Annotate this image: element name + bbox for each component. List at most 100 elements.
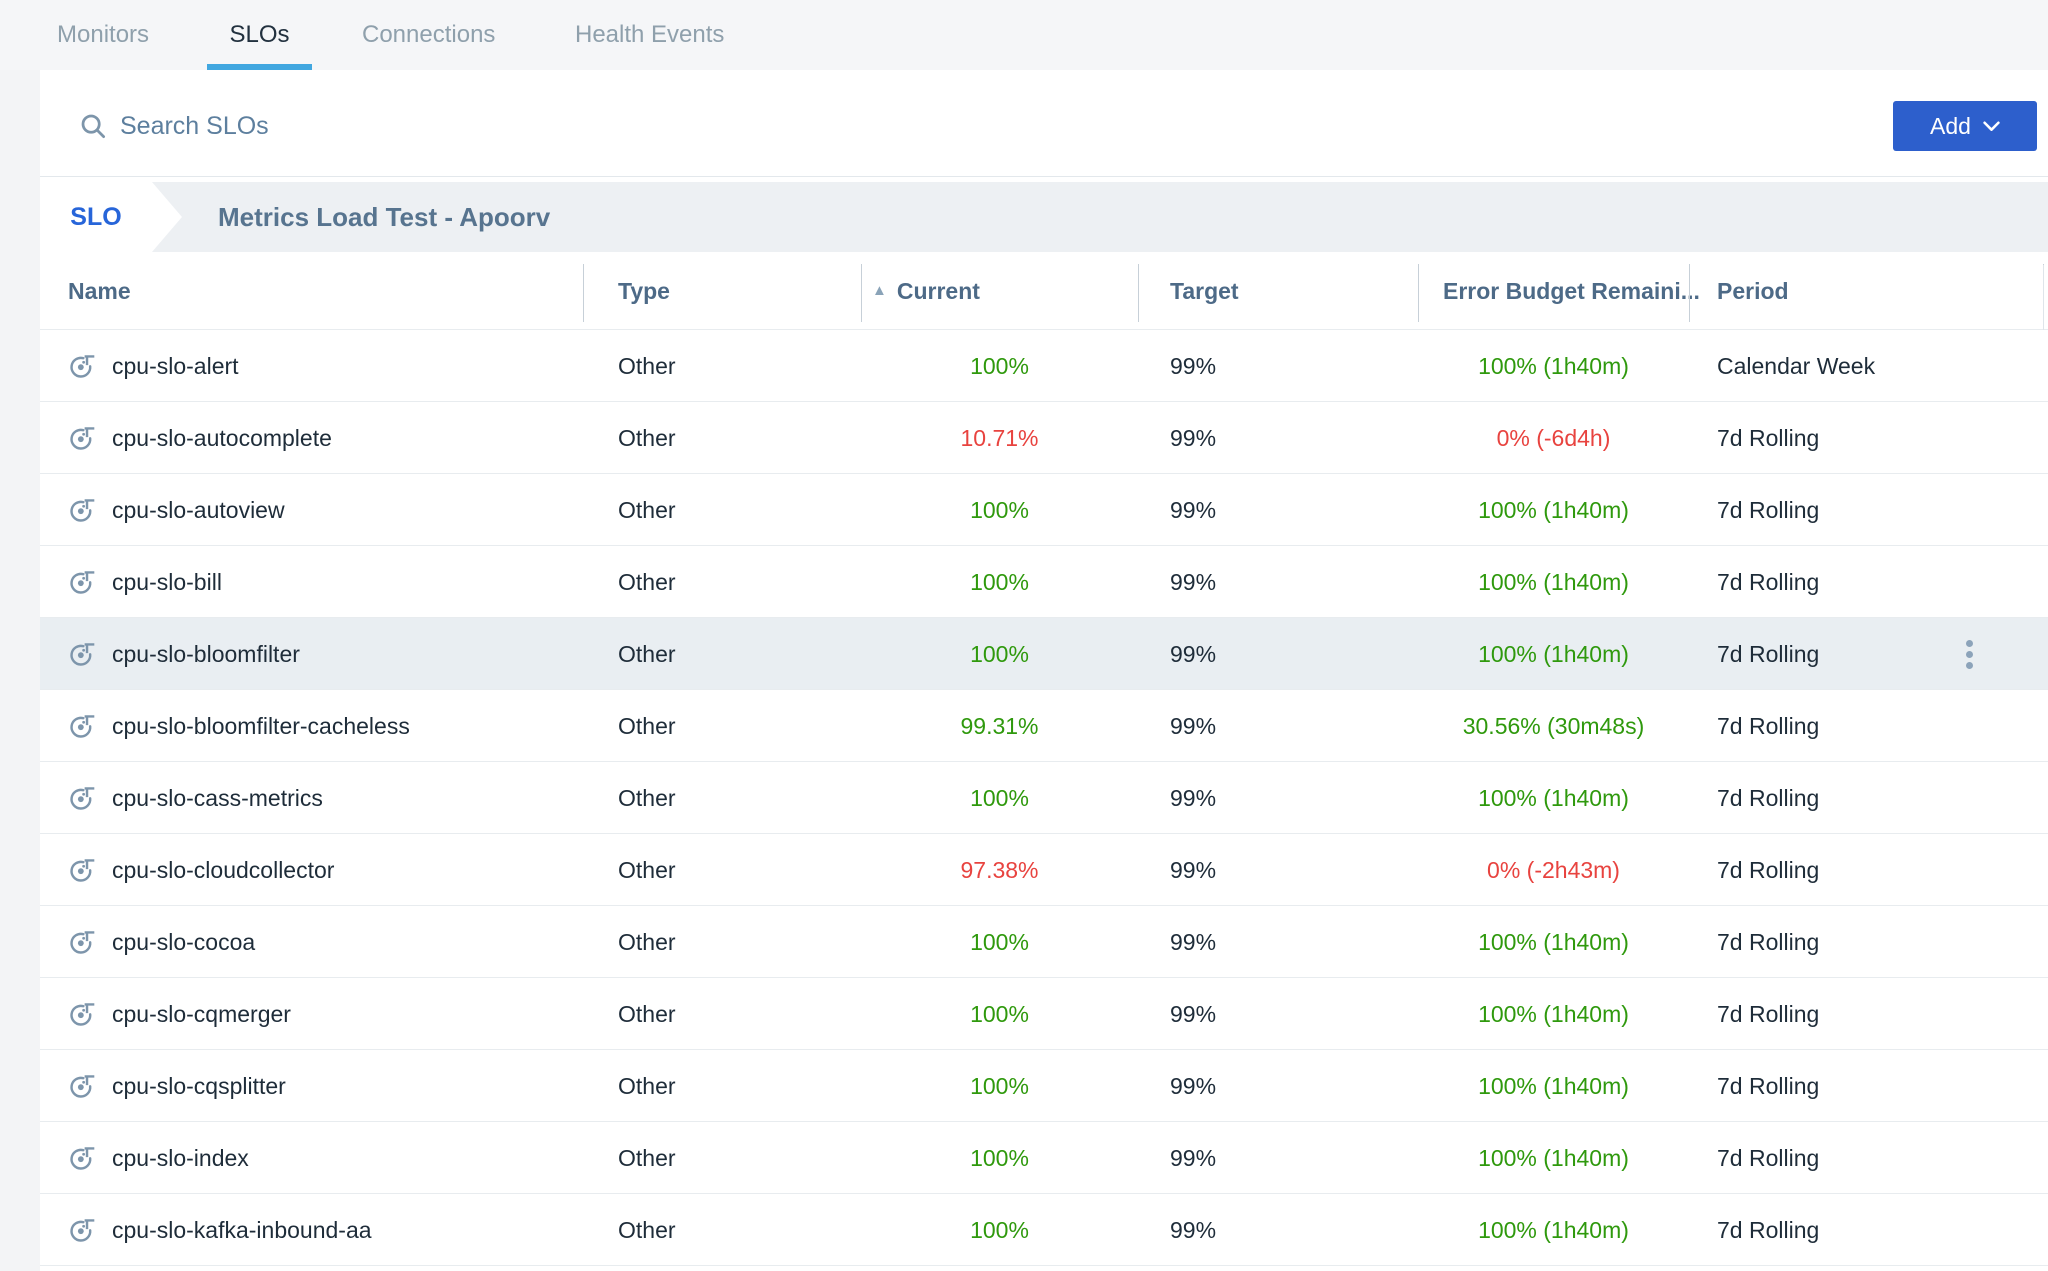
slo-name[interactable]: cpu-slo-cqsplitter [112, 1072, 286, 1099]
slo-current-cell: 97.38% [960, 856, 1039, 883]
column-header-current-label: Current [896, 277, 980, 304]
slo-period-cell: Calendar Week [1717, 352, 1876, 379]
slo-name[interactable]: cpu-slo-cqmerger [112, 1000, 291, 1027]
slo-target-cell: 99% [1170, 568, 1217, 595]
slo-name-cell: cpu-slo-alert [68, 330, 239, 402]
slo-name[interactable]: cpu-slo-alert [112, 352, 239, 379]
slo-period-cell: 7d Rolling [1717, 1000, 1820, 1027]
slo-type-cell: Other [618, 640, 676, 667]
breadcrumb: SLO Metrics Load Test - Apoorv [40, 182, 2048, 252]
slo-period-cell: 7d Rolling [1717, 1144, 1820, 1171]
slo-name[interactable]: cpu-slo-index [112, 1144, 249, 1171]
slo-error-budget-cell: 100% (1h40m) [1478, 1144, 1629, 1171]
add-button-label: Add [1930, 112, 1971, 139]
table-row[interactable]: cpu-slo-cloudcollector Other 97.38% 99% 0% (… [40, 834, 2048, 906]
slo-gauge-icon [68, 496, 96, 524]
table-row[interactable]: cpu-slo-bloomfilter Other 100% 99% 100% (1h4… [40, 618, 2048, 690]
slo-gauge-icon [68, 784, 96, 812]
row-kebab-menu-icon[interactable] [1958, 618, 1980, 690]
header-divider [1418, 264, 1419, 322]
content-area: Add SLO Metrics Load Test - Apoorv Name … [40, 70, 2048, 1271]
table-row[interactable]: cpu-slo-autocomplete Other 10.71% 99% 0% (-6… [40, 402, 2048, 474]
slo-name[interactable]: cpu-slo-bloomfilter [112, 640, 300, 667]
slo-name-cell: cpu-slo-kafka-inbound-aa [68, 1194, 372, 1266]
slo-type-cell: Other [618, 424, 676, 451]
tab-health-events[interactable]: Health Events [575, 21, 725, 48]
slo-target-cell: 99% [1170, 352, 1217, 379]
slo-current-cell: 100% [970, 1072, 1029, 1099]
slo-gauge-icon [68, 856, 96, 884]
slo-type-cell: Other [618, 1216, 676, 1243]
slo-type-cell: Other [618, 352, 676, 379]
search-input[interactable] [120, 108, 1620, 144]
table-row[interactable]: cpu-slo-autoview Other 100% 99% 100% (1h40m)… [40, 474, 2048, 546]
slo-name-cell: cpu-slo-cocoa [68, 906, 255, 978]
slo-name[interactable]: cpu-slo-bloomfilter-cacheless [112, 712, 410, 739]
table-row[interactable]: cpu-slo-alert Other 100% 99% 100% (1h40m) Cal… [40, 330, 2048, 402]
slo-type-cell: Other [618, 784, 676, 811]
column-header-name[interactable]: Name [68, 277, 131, 304]
slo-error-budget-cell: 100% (1h40m) [1478, 1000, 1629, 1027]
column-header-period[interactable]: Period [1717, 277, 1789, 304]
slo-period-cell: 7d Rolling [1717, 928, 1820, 955]
slo-name[interactable]: cpu-slo-autocomplete [112, 424, 332, 451]
table-row[interactable]: cpu-slo-index Other 100% 99% 100% (1h40m) 7d … [40, 1122, 2048, 1194]
slo-name-cell: cpu-slo-cqsplitter [68, 1050, 286, 1122]
search-icon [78, 111, 108, 141]
slo-current-cell: 100% [970, 1216, 1029, 1243]
header-divider [583, 264, 584, 322]
slo-period-cell: 7d Rolling [1717, 640, 1820, 667]
active-tab-underline [207, 64, 312, 70]
tab-slos[interactable]: SLOs [229, 21, 290, 48]
add-button[interactable]: Add [1893, 101, 2037, 151]
header-divider [861, 264, 862, 322]
slo-current-cell: 100% [970, 496, 1029, 523]
slo-gauge-icon [68, 1000, 96, 1028]
slo-gauge-icon [68, 1144, 96, 1172]
slo-name[interactable]: cpu-slo-cass-metrics [112, 784, 323, 811]
column-header-target[interactable]: Target [1170, 277, 1239, 304]
slo-error-budget-cell: 100% (1h40m) [1478, 568, 1629, 595]
slo-name[interactable]: cpu-slo-cocoa [112, 928, 256, 955]
slo-period-cell: 7d Rolling [1717, 496, 1820, 523]
slo-type-cell: Other [618, 568, 676, 595]
table-row[interactable]: cpu-slo-cass-metrics Other 100% 99% 100% (1h… [40, 762, 2048, 834]
slo-gauge-icon [68, 424, 96, 452]
column-header-current[interactable]: ▲ Current [872, 252, 980, 330]
table-row[interactable]: cpu-slo-cocoa Other 100% 99% 100% (1h40m) 7d … [40, 906, 2048, 978]
slo-current-cell: 100% [970, 928, 1029, 955]
slo-gauge-icon [68, 928, 96, 956]
slo-current-cell: 100% [970, 352, 1029, 379]
column-header-error-budget[interactable]: Error Budget Remaini... [1443, 277, 1700, 304]
slo-target-cell: 99% [1170, 640, 1217, 667]
slo-type-cell: Other [618, 712, 676, 739]
slo-name-cell: cpu-slo-cass-metrics [68, 762, 323, 834]
slo-error-budget-cell: 0% (-6d4h) [1496, 424, 1611, 451]
slo-error-budget-cell: 0% (-2h43m) [1487, 856, 1620, 883]
slo-name[interactable]: cpu-slo-bill [112, 568, 222, 595]
tab-monitors[interactable]: Monitors [57, 21, 150, 48]
slo-name[interactable]: cpu-slo-kafka-inbound-aa [112, 1216, 372, 1243]
column-header-type[interactable]: Type [618, 277, 670, 304]
breadcrumb-slo-chip[interactable]: SLO [40, 182, 152, 252]
table-row[interactable]: cpu-slo-cqsplitter Other 100% 99% 100% (1h40… [40, 1050, 2048, 1122]
top-tab-bar: Monitors SLOs Connections Health Events [0, 0, 2048, 70]
tab-connections[interactable]: Connections [362, 21, 496, 48]
header-divider [1138, 264, 1139, 322]
slo-name-cell: cpu-slo-cloudcollector [68, 834, 334, 906]
slo-current-cell: 100% [970, 1144, 1029, 1171]
slo-gauge-icon [68, 640, 96, 668]
slo-name[interactable]: cpu-slo-cloudcollector [112, 856, 335, 883]
table-header: Name Type ▲ Current Target Error Budget … [40, 252, 2048, 330]
slo-period-cell: 7d Rolling [1717, 1072, 1820, 1099]
table-row[interactable]: cpu-slo-cqmerger Other 100% 99% 100% (1h40m)… [40, 978, 2048, 1050]
slo-name[interactable]: cpu-slo-autoview [112, 496, 285, 523]
slo-target-cell: 99% [1170, 928, 1217, 955]
table-row[interactable]: cpu-slo-kafka-inbound-aa Other 100% 99% 100%… [40, 1194, 2048, 1266]
table-row[interactable]: cpu-slo-bill Other 100% 99% 100% (1h40m) 7d R… [40, 546, 2048, 618]
slo-type-cell: Other [618, 1000, 676, 1027]
slo-name-cell: cpu-slo-bloomfilter-cacheless [68, 690, 410, 762]
table-row[interactable]: cpu-slo-bloomfilter-cacheless Other 99.31%… [40, 690, 2048, 762]
slo-type-cell: Other [618, 1072, 676, 1099]
